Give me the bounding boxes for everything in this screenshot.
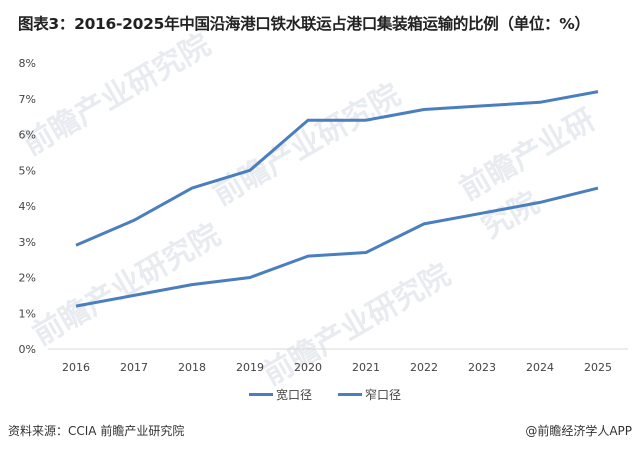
source-note: 资料来源：CCIA 前瞻产业研究院 bbox=[8, 424, 185, 438]
x-tick-label: 2022 bbox=[410, 361, 438, 374]
x-tick-label: 2019 bbox=[236, 361, 264, 374]
y-tick-label: 1% bbox=[19, 307, 36, 320]
x-tick-label: 2025 bbox=[584, 361, 612, 374]
legend-label: 窄口径 bbox=[365, 388, 402, 402]
y-tick-label: 0% bbox=[19, 343, 36, 356]
series-line-wide bbox=[75, 90, 599, 247]
y-tick-label: 2% bbox=[19, 272, 36, 285]
y-tick-label: 5% bbox=[19, 164, 36, 177]
x-tick-label: 2018 bbox=[178, 361, 206, 374]
y-tick-label: 4% bbox=[19, 200, 36, 213]
x-tick-label: 2016 bbox=[62, 361, 90, 374]
legend-item-wide: 宽口径 bbox=[237, 386, 312, 403]
y-tick-label: 3% bbox=[19, 236, 36, 249]
x-tick-label: 2017 bbox=[120, 361, 148, 374]
legend-swatch-icon bbox=[338, 393, 362, 396]
x-tick-label: 2021 bbox=[352, 361, 380, 374]
series-line-narrow bbox=[75, 186, 599, 308]
x-tick-label: 2024 bbox=[526, 361, 554, 374]
legend: 宽口径 窄口径 bbox=[0, 386, 638, 403]
legend-label: 宽口径 bbox=[275, 388, 312, 402]
series-lines bbox=[75, 90, 599, 308]
legend-item-narrow: 窄口径 bbox=[326, 386, 401, 403]
y-tick-label: 7% bbox=[19, 93, 36, 106]
chart-title: 图表3：2016-2025年中国沿海港口铁水联运占港口集装箱运输的比例（单位：%… bbox=[18, 15, 590, 33]
credit-note: @前瞻经济学人APP bbox=[525, 424, 632, 438]
legend-swatch-icon bbox=[248, 393, 273, 396]
x-tick-label: 2020 bbox=[294, 361, 322, 374]
x-tick-label: 2023 bbox=[468, 361, 496, 374]
x-axis: 2016 2017 2018 2019 2020 2021 2022 2023 2024 2025 bbox=[62, 361, 612, 374]
y-axis: 0% 1% 2% 3% 4% 5% 6% 7% 8% bbox=[19, 57, 36, 356]
y-tick-label: 6% bbox=[19, 129, 36, 142]
y-tick-label: 8% bbox=[19, 57, 36, 70]
